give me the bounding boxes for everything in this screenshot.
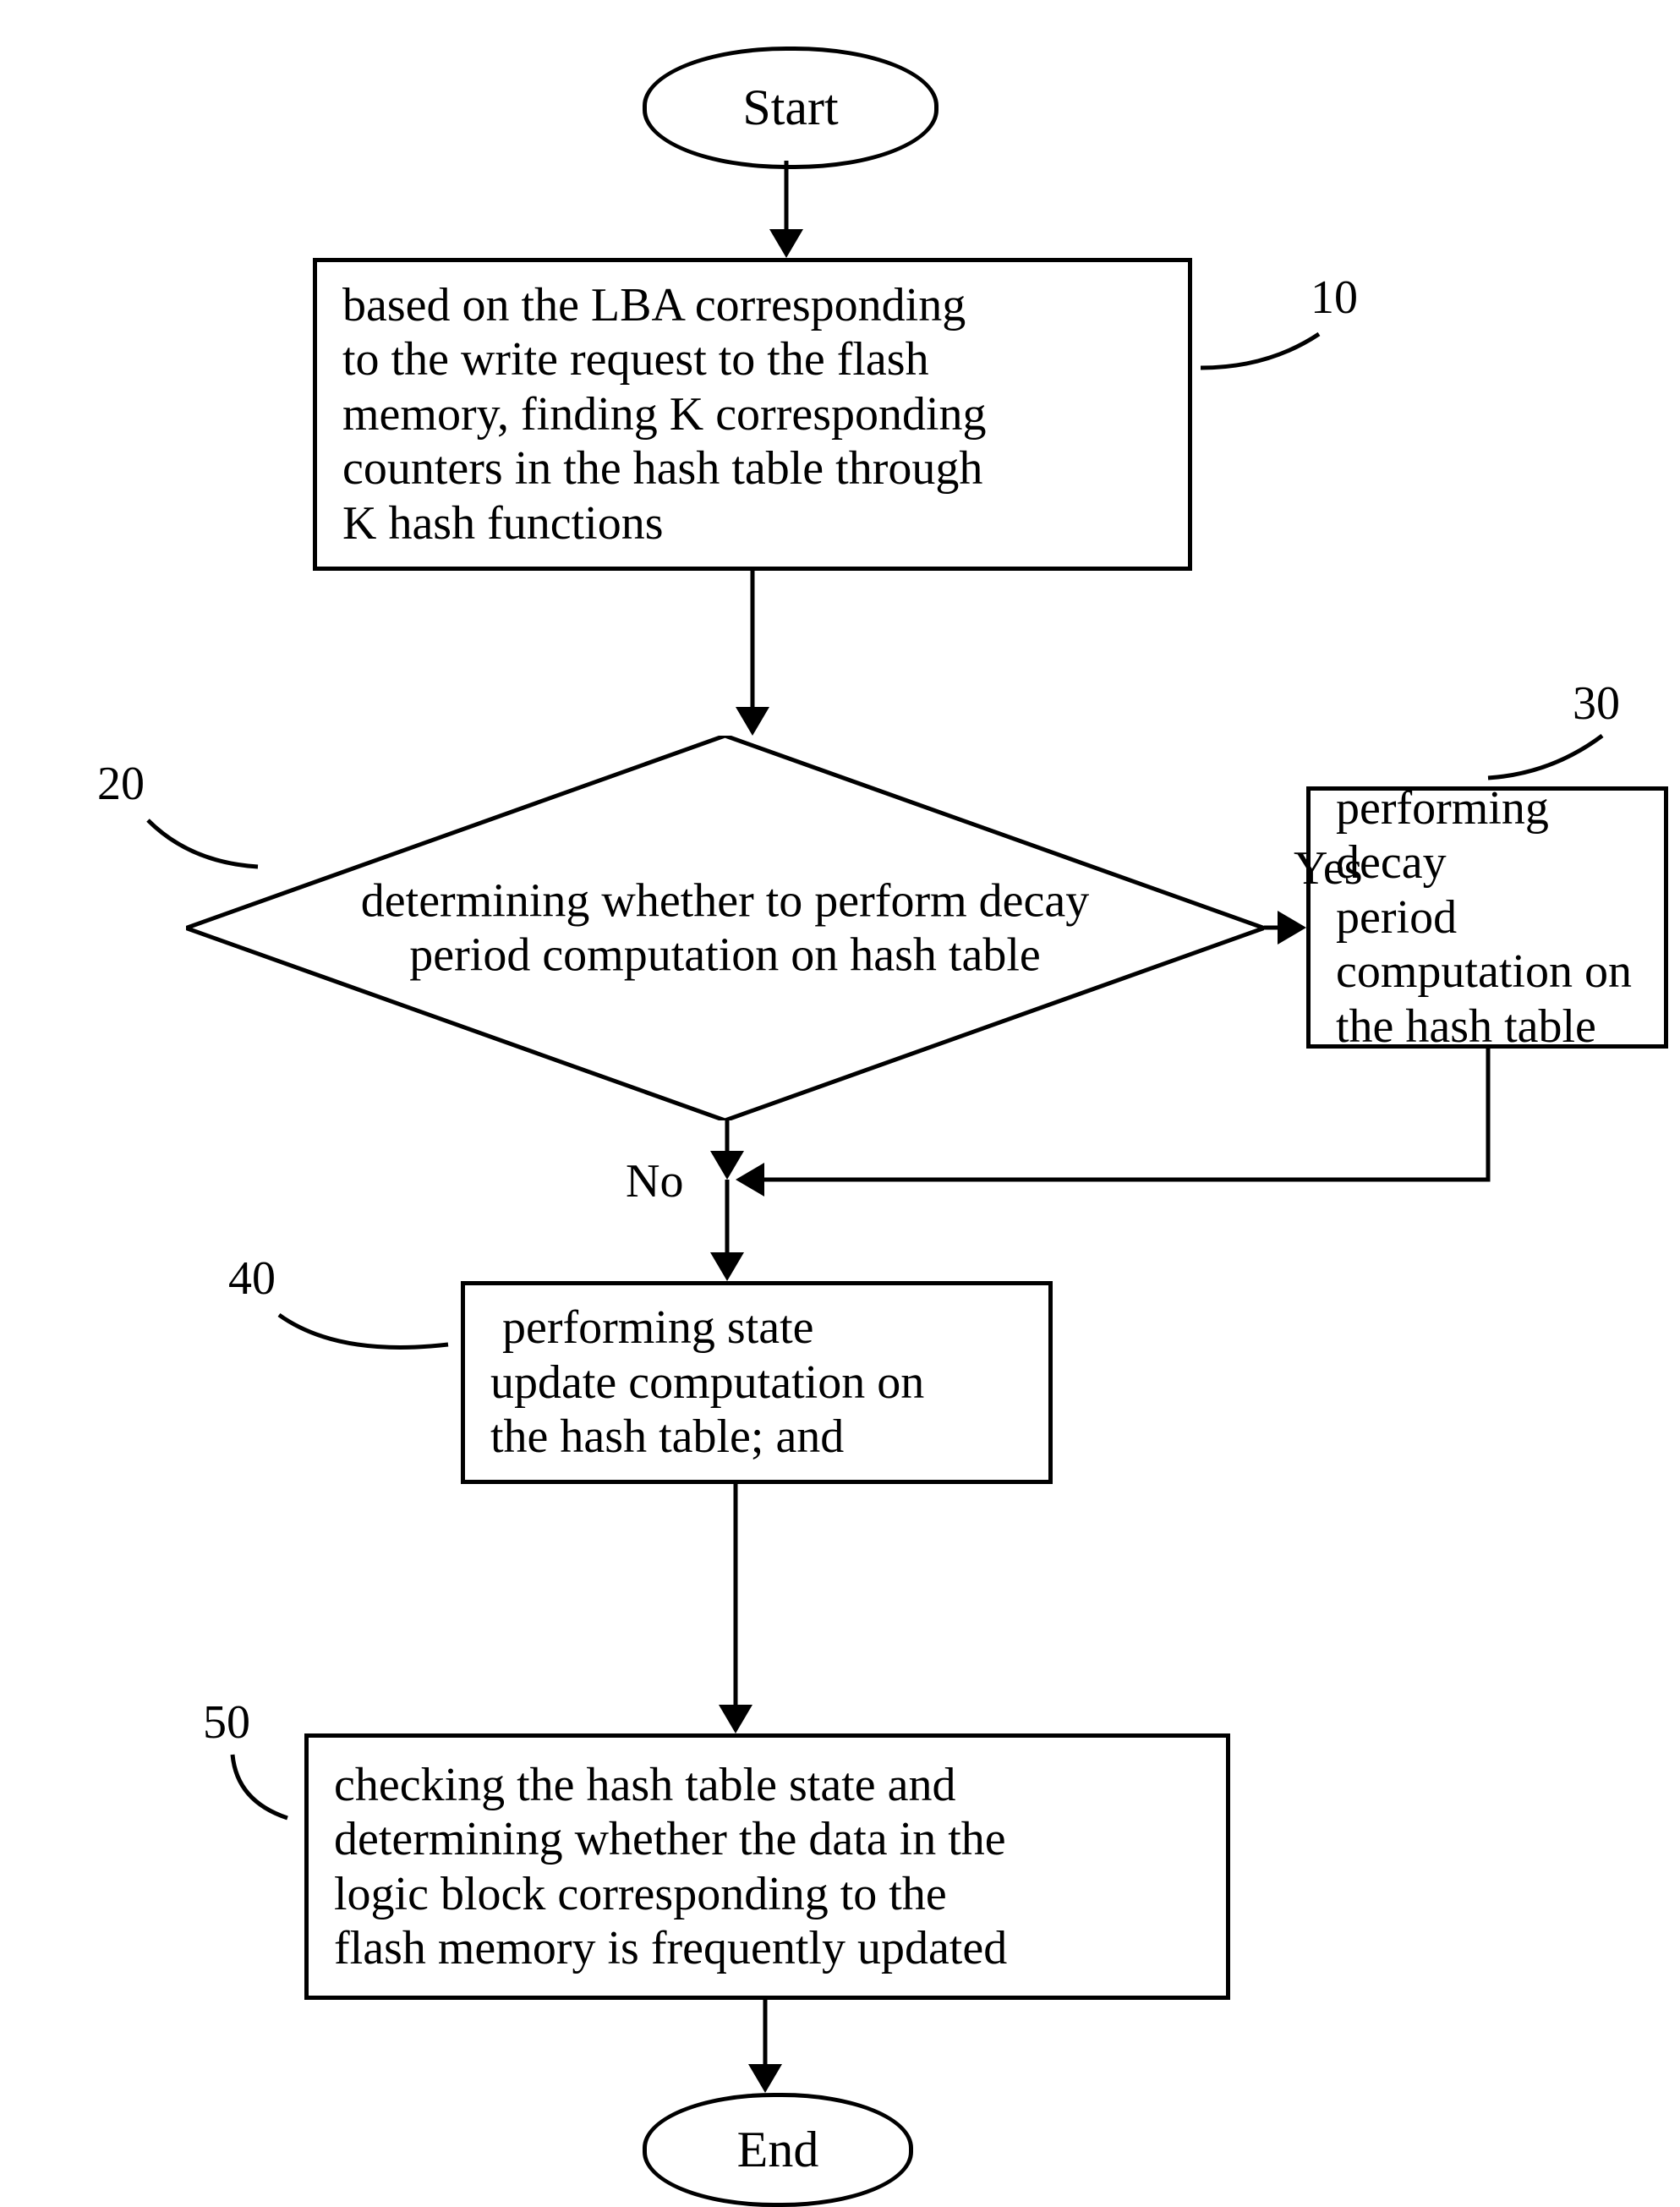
decision-20-text: determining whether to perform decay per… [361, 874, 1089, 981]
process-40: performing state update computation on t… [461, 1281, 1053, 1484]
flowchart-canvas: Start based on the LBA corresponding to … [0, 0, 1680, 2206]
callout-10-number: 10 [1311, 271, 1358, 325]
terminator-start-label: Start [742, 79, 838, 137]
callout-40-number: 40 [228, 1251, 276, 1306]
callout-20-number: 20 [97, 757, 145, 811]
process-30-text: performing decay period computation on t… [1336, 781, 1639, 1054]
terminator-end-label: End [737, 2121, 819, 2179]
terminator-end: End [643, 2093, 913, 2207]
edge-label-no: No [626, 1154, 683, 1208]
process-10-text: based on the LBA corresponding to the wr… [342, 278, 987, 550]
edge-label-yes: Yes [1294, 841, 1362, 895]
terminator-start: Start [643, 47, 939, 169]
callout-50-number: 50 [203, 1695, 250, 1750]
process-50: checking the hash table state and determ… [304, 1733, 1230, 2000]
process-50-text: checking the hash table state and determ… [334, 1758, 1007, 1976]
process-10: based on the LBA corresponding to the wr… [313, 258, 1192, 571]
process-40-text: performing state update computation on t… [490, 1301, 924, 1464]
callout-30-number: 30 [1573, 676, 1620, 731]
decision-20: determining whether to perform decay per… [186, 736, 1264, 1120]
decision-20-text-wrap: determining whether to perform decay per… [294, 873, 1157, 983]
process-30: performing decay period computation on t… [1306, 786, 1668, 1049]
